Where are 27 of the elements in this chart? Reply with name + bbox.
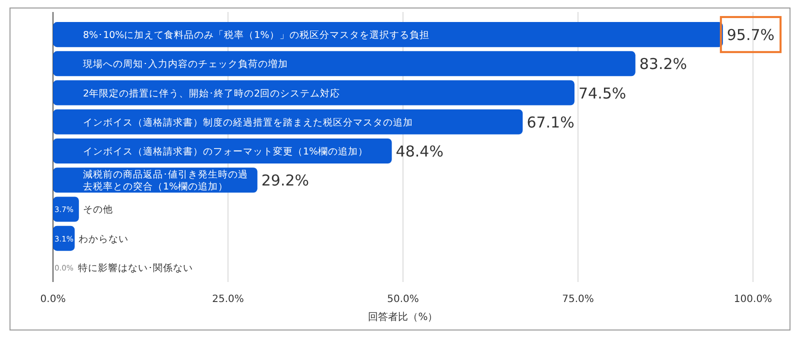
data-label: 95.7% <box>726 26 775 44</box>
y-tick-label: わからない <box>78 234 129 245</box>
x-tick-label: 75.0% <box>562 294 594 305</box>
x-axis-title: 回答者比（%） <box>368 311 438 323</box>
bar <box>53 138 392 164</box>
x-tick-label: 50.0% <box>387 294 419 305</box>
bar <box>53 80 574 106</box>
y-tick-label: 2年限定の措置に伴う、開始･終了時の2回のシステム対応 <box>83 87 340 100</box>
x-tick-label: 0.0% <box>40 294 66 305</box>
x-tick-label: 100.0% <box>734 294 772 305</box>
y-tick-label: 減税前の商品返品･値引き発生時の過去税率との突合（1%欄の追加） <box>83 168 248 193</box>
data-label: 48.4% <box>396 142 444 160</box>
bar <box>53 22 723 48</box>
y-tick-label: 現場への周知･入力内容のチェック負荷の増加 <box>83 58 288 70</box>
y-tick-label: 特に影響はない･関係ない <box>78 262 194 274</box>
data-label: 29.2% <box>261 172 310 190</box>
y-tick-label: インボイス（適格請求書）制度の経過措置を踏まえた税区分マスタの追加 <box>83 116 413 128</box>
y-tick-label: その他 <box>82 204 113 216</box>
data-label: 67.1% <box>526 113 574 132</box>
y-tick-label: インボイス（適格請求書）のフォーマット変更（1%欄の追加） <box>83 146 368 158</box>
data-label: 83.2% <box>639 55 688 74</box>
bar <box>53 109 523 134</box>
bar <box>53 51 636 76</box>
bar <box>53 196 79 222</box>
data-label: 74.5% <box>578 84 626 102</box>
y-tick-label: 8%･10%に加えて食料品のみ「税率（1%）」の税区分マスタを選択する負担 <box>83 29 430 42</box>
x-tick-label: 25.0% <box>212 294 244 305</box>
